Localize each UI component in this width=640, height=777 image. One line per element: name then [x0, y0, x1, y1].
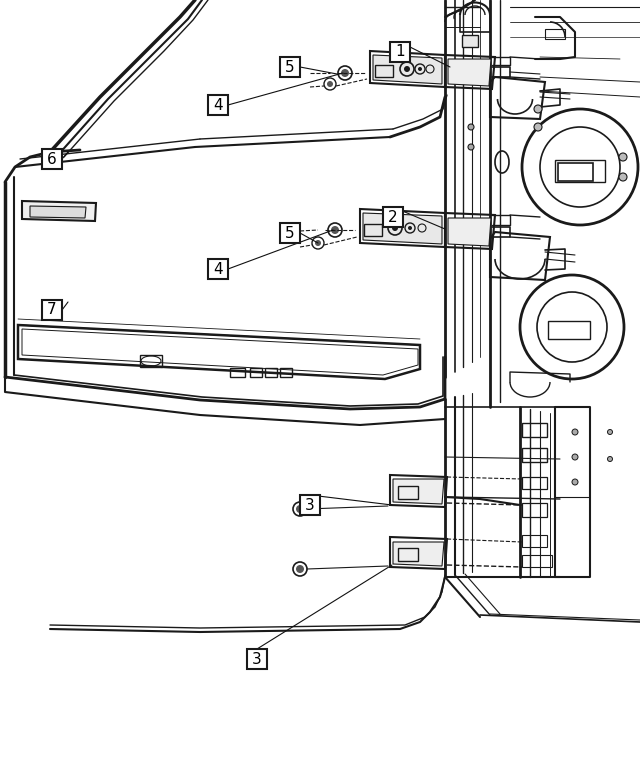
Bar [522, 423, 547, 437]
Text: 3: 3 [252, 651, 262, 667]
Bar [462, 35, 478, 47]
Circle shape [572, 429, 578, 435]
Polygon shape [448, 218, 491, 246]
Bar [230, 368, 245, 377]
Polygon shape [373, 55, 442, 84]
Bar [522, 477, 547, 489]
Circle shape [404, 66, 410, 72]
Text: 2: 2 [388, 210, 398, 225]
Text: 3: 3 [305, 497, 315, 513]
Circle shape [327, 81, 333, 87]
Bar [375, 65, 393, 77]
Circle shape [315, 240, 321, 246]
Circle shape [408, 226, 412, 230]
Circle shape [534, 105, 542, 113]
Bar [265, 368, 277, 377]
Bar [545, 29, 565, 39]
FancyBboxPatch shape [383, 207, 403, 227]
Circle shape [296, 565, 304, 573]
Circle shape [572, 454, 578, 460]
FancyBboxPatch shape [390, 42, 410, 62]
Text: 4: 4 [213, 97, 223, 113]
Circle shape [392, 225, 398, 231]
Bar [280, 368, 292, 377]
Bar [558, 163, 593, 181]
Bar [555, 160, 605, 182]
FancyBboxPatch shape [300, 495, 320, 515]
Text: 5: 5 [285, 60, 295, 75]
Polygon shape [448, 59, 491, 86]
FancyBboxPatch shape [280, 223, 300, 243]
Circle shape [572, 479, 578, 485]
Circle shape [607, 430, 612, 434]
FancyBboxPatch shape [42, 300, 62, 320]
Text: 5: 5 [285, 225, 295, 241]
Polygon shape [30, 206, 86, 218]
FancyBboxPatch shape [280, 57, 300, 77]
Text: 1: 1 [395, 44, 405, 60]
Text: 6: 6 [47, 152, 57, 166]
Circle shape [619, 153, 627, 161]
Text: 4: 4 [213, 262, 223, 277]
Bar [522, 535, 547, 547]
Bar [250, 368, 262, 377]
Circle shape [619, 173, 627, 181]
Bar [398, 486, 418, 499]
FancyBboxPatch shape [42, 149, 62, 169]
Polygon shape [363, 213, 442, 244]
Bar [522, 448, 547, 462]
Circle shape [534, 123, 542, 131]
Circle shape [341, 69, 349, 77]
FancyBboxPatch shape [208, 259, 228, 279]
Circle shape [296, 505, 304, 513]
Bar [522, 503, 547, 517]
Text: 7: 7 [47, 302, 57, 318]
Circle shape [418, 67, 422, 71]
Bar [398, 548, 418, 561]
FancyBboxPatch shape [247, 649, 267, 669]
Bar [522, 555, 552, 567]
Polygon shape [393, 479, 444, 504]
FancyBboxPatch shape [208, 95, 228, 115]
Circle shape [607, 457, 612, 462]
Bar [548, 321, 590, 339]
Circle shape [468, 144, 474, 150]
Bar [140, 355, 162, 367]
Circle shape [468, 124, 474, 130]
Circle shape [331, 226, 339, 234]
Polygon shape [22, 201, 96, 221]
Bar [364, 224, 382, 236]
Polygon shape [393, 542, 444, 566]
